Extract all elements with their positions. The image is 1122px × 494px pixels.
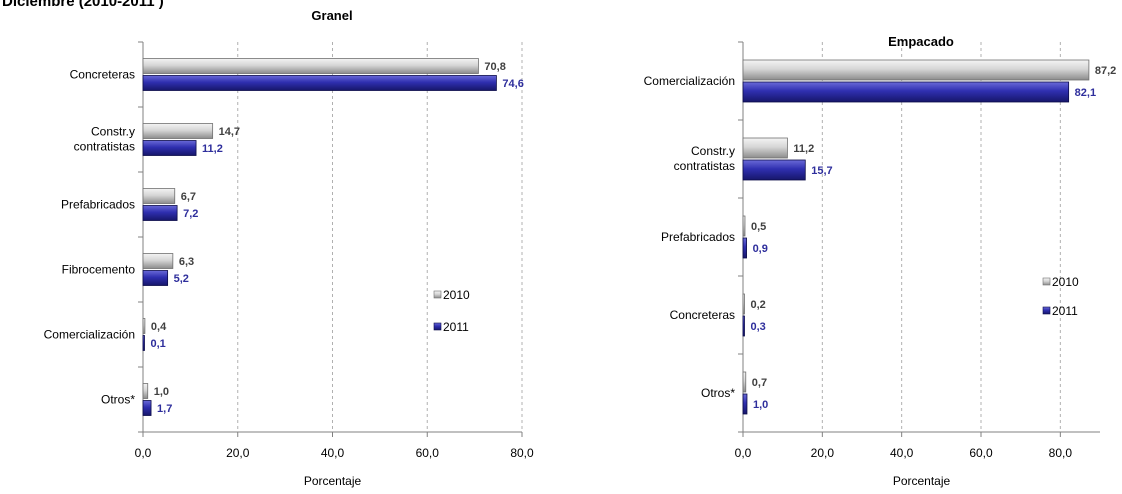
chart-granel-data-label-2011-fibrocemento: 5,2 [174,273,189,285]
chart-granel-bar-2011-concreteras [142,75,497,91]
chart-empacado-category-label-constr-y-contratistas-line2: contratistas [674,159,735,173]
chart-granel-data-label-2011-prefabricados: 7,2 [183,208,198,220]
chart-granel-bar-2011-comercialización [142,335,145,351]
chart-granel-data-label-2011-concreteras: 74,6 [502,78,523,90]
chart-granel-bar-2010-otros [142,383,149,399]
chart-granel-bar-2011-fibrocemento [142,270,169,286]
chart-granel-bar-2010-prefabricados [142,188,176,204]
chart-granel-data-label-2010-fibrocemento: 6,3 [179,256,194,268]
chart-granel-legend-label-2010: 2010 [443,288,470,302]
chart-empacado-x-tick-label: 80,0 [1049,446,1073,460]
chart-empacado-data-label-2011-constr-y-contratistas: 15,7 [811,165,832,177]
chart-granel-category-label-constr-y-contratistas-line2: contratistas [74,140,135,154]
chart-granel-data-label-2010-concreteras: 70,8 [484,61,505,73]
chart-empacado-category-label-concreteras: Concreteras [670,308,735,322]
chart-granel-category-label-prefabricados: Prefabricados [61,198,135,212]
chart-granel-x-axis-label: Porcentaje [304,474,362,488]
chart-granel-legend-swatch-2011 [433,322,442,331]
chart-empacado-data-label-2011-concreteras: 0,3 [751,321,766,333]
chart-empacado-data-label-2010-constr-y-contratistas: 11,2 [793,143,814,155]
chart-empacado-title: Empacado [888,34,954,49]
chart-empacado-category-label-constr-y-contratistas-line1: Constr.y [691,144,735,158]
chart-granel-data-label-2011-constr-y-contratistas: 11,2 [202,143,223,155]
chart-empacado-x-tick-label: 40,0 [890,446,914,460]
chart-granel-bar-2011-prefabricados [142,205,178,221]
chart-empacado-legend-swatch-2010 [1042,277,1051,286]
chart-empacado-category-label-prefabricados: Prefabricados [661,230,735,244]
chart-granel-bar-2010-fibrocemento [142,253,174,269]
chart-granel-category-label-fibrocemento: Fibrocemento [62,263,136,277]
chart-granel-bar-2010-concreteras [142,58,479,74]
chart-empacado-x-tick-label: 60,0 [969,446,993,460]
chart-empacado-x-tick-label: 20,0 [811,446,835,460]
chart-empacado-data-label-2010-prefabricados: 0,5 [751,221,766,233]
chart-granel-data-label-2010-comercialización: 0,4 [151,321,167,333]
chart-granel-category-label-concreteras: Concreteras [70,68,135,82]
chart-empacado-bar-2010-otros [742,371,747,393]
chart-granel-x-tick-label: 0,0 [135,446,152,460]
report-header-partial: Diciembre (2010-2011 ) [2,0,164,10]
chart-empacado-bar-2011-otros [742,393,748,415]
chart-granel-category-label-otros: Otros* [101,393,135,407]
chart-empacado-x-tick-label: 0,0 [735,446,752,460]
chart-granel-category-label-comercialización: Comercialización [44,328,135,342]
chart-granel-x-tick-label: 80,0 [510,446,534,460]
chart-empacado-data-label-2011-comercialización: 82,1 [1075,87,1096,99]
chart-empacado-data-label-2010-otros: 0,7 [752,377,767,389]
chart-empacado-bar-2010-concreteras [742,293,745,315]
chart-granel-x-tick-label: 40,0 [321,446,345,460]
chart-empacado-data-label-2010-comercialización: 87,2 [1095,65,1116,77]
chart-empacado-bar-2010-constr-y-contratistas [742,137,788,159]
chart-empacado-data-label-2010-concreteras: 0,2 [751,299,766,311]
chart-empacado-data-label-2011-prefabricados: 0,9 [753,243,768,255]
chart-empacado-bar-2011-constr-y-contratistas [742,159,806,181]
chart-empacado-x-axis-label: Porcentaje [893,474,951,488]
chart-granel-data-label-2010-otros: 1,0 [154,386,169,398]
chart-granel-data-label-2010-prefabricados: 6,7 [181,191,196,203]
chart-empacado-category-label-comercialización: Comercialización [644,74,735,88]
chart-granel-title: Granel [311,8,352,23]
chart-granel-bar-2010-comercialización [142,318,146,334]
chart-granel-legend-label-2011: 2011 [443,320,469,334]
chart-granel-legend-swatch-2010 [433,290,442,299]
chart-granel-category-label-constr-y-contratistas-line1: Constr.y [91,125,135,139]
chart-granel-bar-2010-constr-y-contratistas [142,123,214,139]
chart-empacado-bar-2011-concreteras [742,315,745,337]
chart-granel-bar-2011-constr-y-contratistas [142,140,197,156]
chart-empacado-data-label-2011-otros: 1,0 [753,399,768,411]
chart-empacado-legend-label-2011: 2011 [1052,304,1078,318]
chart-granel-data-label-2010-constr-y-contratistas: 14,7 [219,126,240,138]
chart-empacado-bar-2010-prefabricados [742,215,746,237]
chart-granel-x-tick-label: 20,0 [226,446,250,460]
chart-empacado-bar-2010-comercialización [742,59,1090,81]
chart-empacado-bar-2011-prefabricados [742,237,747,259]
chart-granel-data-label-2011-comercialización: 0,1 [151,338,166,350]
chart-empacado-legend-label-2010: 2010 [1052,275,1079,289]
chart-granel-x-tick-label: 60,0 [416,446,440,460]
chart-empacado-bar-2011-comercialización [742,81,1070,103]
chart-granel-bar-2011-otros [142,400,152,416]
chart-empacado-legend-swatch-2011 [1042,306,1051,315]
chart-empacado-category-label-otros: Otros* [701,386,735,400]
chart-granel-data-label-2011-otros: 1,7 [157,403,172,415]
